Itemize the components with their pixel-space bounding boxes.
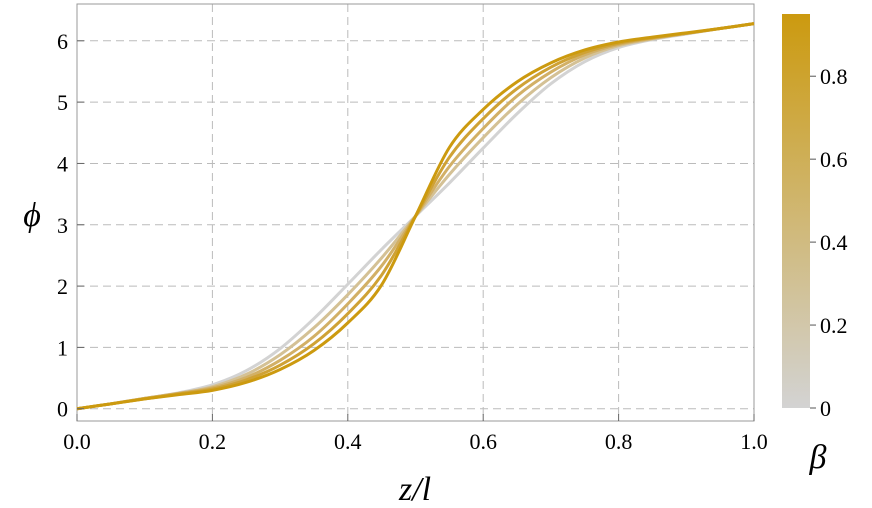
grid-lines	[76, 4, 755, 421]
y-tick-label: 5	[57, 90, 68, 115]
series-line	[76, 22, 755, 411]
colorbar-tick-label: 0.4	[820, 230, 848, 255]
x-axis-title: z/l	[398, 471, 431, 508]
x-tick-label: 0.4	[334, 429, 362, 454]
colorbar-ticks: 0 0.2 0.4 0.6 0.8	[810, 64, 848, 421]
y-axis-ticks: 0 1 2 3 4 5 6	[57, 29, 84, 422]
y-tick-label: 4	[57, 151, 68, 176]
colorbar	[782, 14, 810, 408]
x-axis-ticks: 0.0 0.2 0.4 0.6 0.8 1.0	[63, 414, 768, 454]
colorbar-tick-label: 0	[820, 396, 831, 421]
y-tick-label: 0	[57, 397, 68, 422]
y-tick-label: 6	[57, 29, 68, 54]
y-tick-label: 2	[57, 274, 68, 299]
plot-frame	[76, 3, 755, 422]
colorbar-tick-label: 0.2	[820, 313, 848, 338]
x-tick-label: 0.2	[199, 429, 227, 454]
colorbar-tick-label: 0.8	[820, 64, 848, 89]
colorbar-title: β	[809, 439, 827, 476]
x-tick-label: 0.0	[63, 429, 91, 454]
x-tick-label: 1.0	[740, 429, 768, 454]
y-axis-title: ϕ	[23, 197, 41, 234]
x-tick-label: 0.8	[605, 429, 633, 454]
colorbar-tick-label: 0.6	[820, 147, 848, 172]
y-tick-label: 3	[57, 213, 68, 238]
series-lines	[76, 22, 755, 411]
x-tick-label: 0.6	[469, 429, 497, 454]
y-tick-label: 1	[57, 335, 68, 360]
